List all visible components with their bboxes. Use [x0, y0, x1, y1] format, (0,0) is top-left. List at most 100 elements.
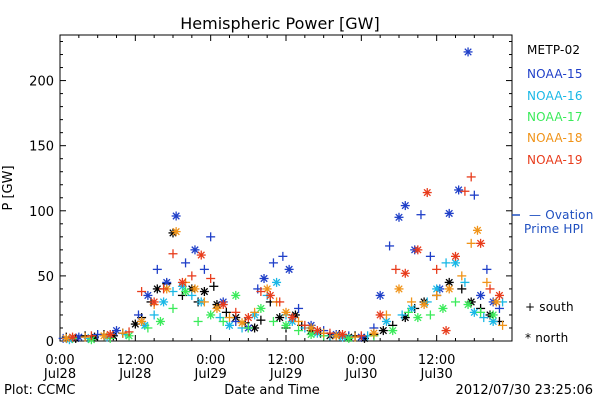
point-noaa-17: [193, 316, 203, 326]
point-noaa-18: [250, 307, 260, 317]
point-noaa-15: [385, 241, 395, 251]
point-noaa-15: [482, 264, 492, 274]
point-metp-02: [457, 284, 467, 294]
point-noaa-15: [416, 210, 426, 220]
point-metp-02: [256, 315, 266, 325]
point-noaa-17: [168, 303, 178, 313]
point-noaa-19: [460, 186, 470, 196]
point-noaa-15: [278, 251, 288, 261]
footer-right: 2012/07/30 23:25:06: [456, 383, 593, 398]
point-noaa-19: [256, 287, 266, 297]
point-metp-02: [221, 307, 231, 317]
point-noaa-18: [225, 313, 234, 323]
x-tick-label-date: Jul28: [118, 367, 151, 382]
y-tick-label: 150: [29, 140, 54, 155]
point-metp-02: [378, 326, 388, 336]
x-axis-ticks: 0:00Jul2812:00Jul280:00Jul2912:00Jul290:…: [43, 35, 494, 382]
point-noaa-16: [479, 313, 489, 323]
point-noaa-16: [159, 297, 169, 307]
point-noaa-17: [425, 310, 435, 320]
point-noaa-17: [206, 310, 216, 320]
point-noaa-18: [407, 297, 417, 307]
x-tick-label-time: 12:00: [267, 353, 304, 368]
point-noaa-17: [413, 313, 423, 323]
point-noaa-18: [237, 318, 247, 328]
point-noaa-19: [149, 297, 159, 307]
point-noaa-17: [294, 326, 304, 336]
point-noaa-15: [171, 211, 181, 221]
point-noaa-18: [190, 284, 200, 294]
x-tick-label-time: 0:00: [45, 353, 74, 368]
point-noaa-16: [397, 310, 407, 320]
point-noaa-18: [491, 297, 501, 307]
point-noaa-17: [344, 333, 354, 343]
point-noaa-16: [407, 303, 417, 313]
point-noaa-18: [281, 307, 291, 317]
point-noaa-15: [463, 47, 473, 57]
point-noaa-17: [218, 316, 228, 326]
point-noaa-17: [155, 316, 165, 326]
point-noaa-18: [457, 271, 467, 281]
legend-item-noaa-18: NOAA-18: [527, 131, 583, 145]
point-noaa-15: [133, 310, 143, 320]
point-noaa-17: [268, 316, 278, 326]
y-axis-label: P [GW]: [1, 165, 16, 210]
x-tick-label-date: Jul30: [420, 367, 453, 382]
point-noaa-16: [381, 316, 391, 326]
point-noaa-15: [143, 290, 153, 300]
point-noaa-15: [294, 303, 304, 313]
point-noaa-16: [460, 277, 470, 287]
point-noaa-18: [466, 238, 476, 248]
point-noaa-18: [137, 316, 147, 326]
point-noaa-19: [413, 245, 423, 255]
legend-item-noaa-17: NOAA-17: [527, 110, 583, 124]
point-noaa-15: [400, 201, 410, 211]
point-noaa-16: [225, 320, 234, 330]
point-noaa-17: [281, 320, 291, 330]
y-tick-label: 0: [46, 335, 54, 350]
point-noaa-18: [80, 332, 90, 342]
point-noaa-16: [441, 258, 451, 268]
point-noaa-15: [469, 190, 479, 200]
x-tick-label-date: Jul28: [43, 367, 76, 382]
point-noaa-18: [294, 316, 304, 326]
point-noaa-19: [68, 332, 78, 342]
point-noaa-17: [438, 303, 448, 313]
point-noaa-17: [143, 323, 153, 333]
point-noaa-19: [466, 172, 476, 182]
point-noaa-19: [356, 331, 366, 341]
y-tick-label: 50: [37, 270, 54, 285]
point-noaa-19: [312, 326, 322, 336]
point-noaa-17: [181, 287, 191, 297]
point-noaa-15: [494, 303, 504, 313]
point-noaa-15: [199, 264, 209, 274]
point-metp-02: [209, 281, 219, 291]
point-noaa-18: [99, 331, 109, 341]
point-noaa-19: [275, 297, 285, 307]
x-tick-label-time: 0:00: [347, 353, 376, 368]
legend-item-noaa-19: NOAA-19: [527, 153, 583, 167]
point-noaa-19: [265, 290, 275, 300]
point-noaa-15: [181, 258, 191, 268]
point-noaa-17: [463, 300, 473, 310]
legend-item-noaa-16: NOAA-16: [527, 89, 583, 103]
plot-frame: [59, 34, 513, 342]
point-noaa-15: [454, 185, 464, 195]
point-noaa-16: [272, 277, 282, 287]
legend-ovation-line1: — Ovation: [529, 208, 594, 222]
x-tick-label-date: Jul30: [344, 367, 377, 382]
point-noaa-19: [375, 310, 385, 320]
point-noaa-19: [243, 313, 253, 323]
point-metp-02: [444, 277, 454, 287]
point-noaa-19: [124, 327, 134, 337]
point-noaa-19: [400, 268, 410, 278]
point-noaa-15: [394, 212, 404, 222]
point-noaa-18: [171, 227, 181, 237]
data-points: [58, 47, 508, 345]
point-noaa-19: [287, 313, 297, 323]
point-noaa-18: [61, 333, 71, 343]
footer-left: Plot: CCMC: [4, 383, 75, 398]
point-noaa-15: [162, 277, 172, 287]
point-noaa-15: [152, 264, 162, 274]
